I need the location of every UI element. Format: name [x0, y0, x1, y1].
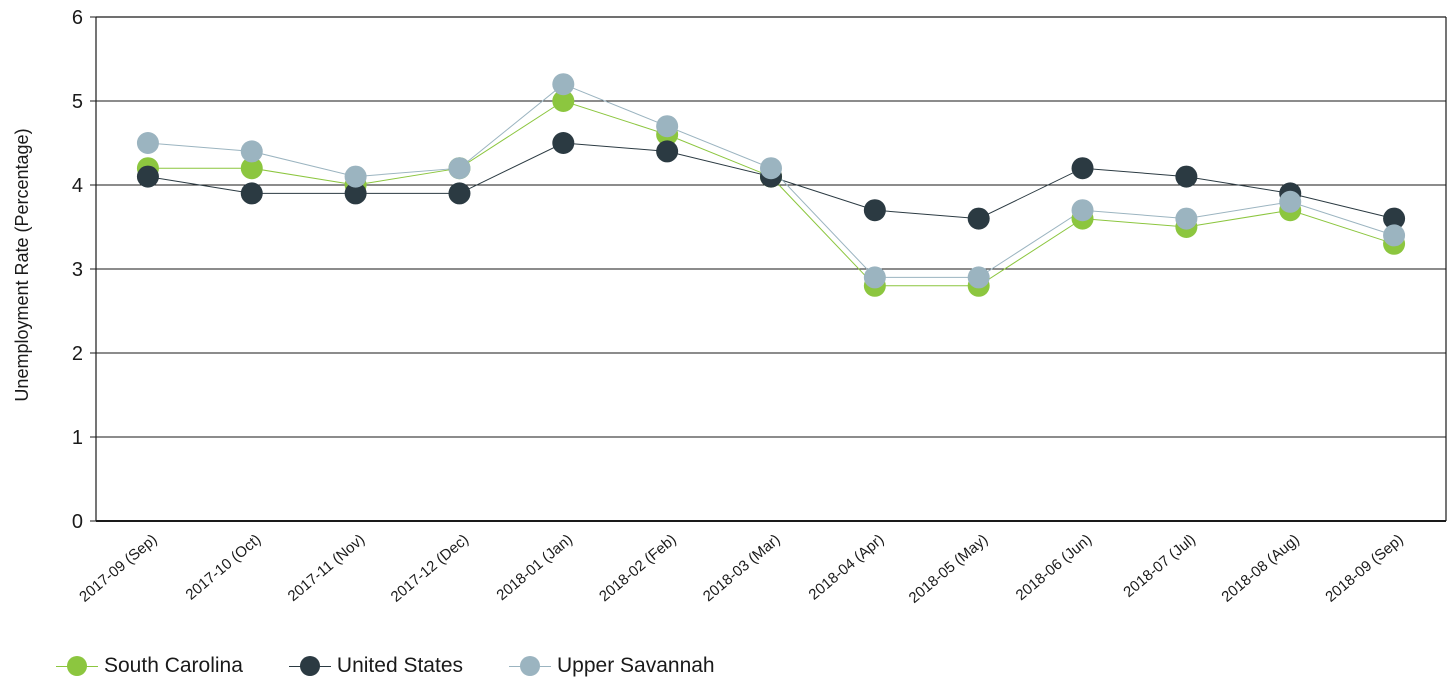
legend-marker-upper-savannah — [520, 656, 540, 676]
x-tick-label-2018-01-jan: 2018-01 (Jan) — [493, 531, 575, 604]
point-upper-savannah-2018-01-jan — [552, 73, 575, 96]
x-tick-label-2017-12-dec: 2017-12 (Dec) — [388, 531, 472, 606]
y-tick-label-1: 1 — [72, 427, 83, 449]
legend-marker-united-states — [299, 656, 320, 676]
point-united-states-2018-07-jul — [1175, 165, 1198, 188]
y-axis-label: Unemployment Rate (Percentage) — [12, 128, 32, 401]
legend-marker-south-carolina — [67, 656, 87, 676]
x-tick-labels: 2017-09 (Sep) 2017-10 (Oct) 2017-11 (Nov) 2… — [76, 531, 1407, 607]
legend: South Carolina United States Upper Savan… — [56, 652, 761, 680]
x-tick-label-2018-04-apr: 2018-04 (Apr) — [806, 531, 888, 604]
point-upper-savannah-2017-11-nov — [344, 165, 367, 188]
point-upper-savannah-2017-09-sep — [136, 132, 159, 154]
point-south-carolina-2018-01-jan — [552, 90, 575, 112]
x-tick-label-2018-07-jul: 2018-07 (Jul) — [1120, 531, 1199, 601]
y-tick-label-2: 2 — [72, 343, 83, 365]
x-tick-label-2018-02-feb: 2018-02 (Feb) — [596, 531, 680, 605]
x-tick-label-2017-11-nov: 2017-11 (Nov) — [285, 531, 369, 605]
x-tick-label-2017-10-oct: 2017-10 (Oct) — [183, 531, 265, 604]
y-tick-label-0: 0 — [72, 511, 83, 533]
point-united-states-2018-02-feb — [656, 140, 679, 163]
legend-swatch-south-carolina — [56, 654, 98, 678]
x-tick-label-2018-05-may: 2018-05 (May) — [906, 531, 992, 607]
point-united-states-2018-06-jun — [1071, 157, 1094, 180]
gridlines — [90, 16, 1446, 522]
legend-label-south-carolina: South Carolina — [104, 654, 243, 677]
point-united-states-2017-10-oct — [240, 182, 263, 205]
series-layer — [136, 73, 1406, 297]
point-upper-savannah-2018-03-mar — [760, 157, 782, 180]
point-united-states-2017-09-sep — [136, 165, 159, 188]
point-upper-savannah-2018-09-sep — [1383, 224, 1406, 247]
x-tick-label-2018-09-sep: 2018-09 (Sep) — [1322, 531, 1406, 606]
x-tick-label-2017-09-sep: 2017-09 (Sep) — [76, 531, 160, 606]
point-upper-savannah-2018-05-may — [967, 266, 990, 289]
axes — [95, 16, 1447, 522]
point-south-carolina-2017-10-oct — [240, 157, 263, 180]
y-tick-label-6: 6 — [72, 7, 83, 29]
point-upper-savannah-2018-02-feb — [656, 115, 679, 138]
point-upper-savannah-2017-12-dec — [448, 157, 471, 180]
line-chart: 0 1 2 3 4 5 6 2017-09 (Sep) 2017-10 (Oct) 2017-1… — [12, 7, 1447, 607]
y-tick-labels: 0 1 2 3 4 5 6 — [72, 7, 83, 533]
point-united-states-2017-11-nov — [344, 182, 367, 205]
legend-item-upper-savannah: Upper Savannah — [509, 654, 715, 678]
y-tick-label-3: 3 — [72, 259, 83, 281]
point-upper-savannah-2018-04-apr — [863, 266, 886, 289]
point-upper-savannah-2018-06-jun — [1071, 199, 1094, 222]
point-united-states-2018-04-apr — [863, 199, 886, 222]
x-tick-label-2018-08-aug: 2018-08 (Aug) — [1218, 531, 1302, 606]
point-united-states-2018-01-jan — [552, 132, 575, 154]
point-united-states-2017-12-dec — [448, 182, 471, 205]
legend-label-united-states: United States — [336, 654, 463, 677]
y-tick-label-5: 5 — [72, 91, 83, 113]
y-tick-label-4: 4 — [72, 175, 83, 197]
point-upper-savannah-2018-07-jul — [1175, 207, 1198, 230]
legend-item-south-carolina: South Carolina — [56, 654, 243, 678]
x-tick-label-2018-06-jun: 2018-06 (Jun) — [1013, 531, 1095, 604]
point-united-states-2018-09-sep — [1383, 207, 1406, 230]
point-upper-savannah-2017-10-oct — [240, 140, 263, 163]
x-tick-label-2018-03-mar: 2018-03 (Mar) — [700, 531, 784, 605]
point-united-states-2018-05-may — [967, 207, 990, 230]
point-upper-savannah-2018-08-aug — [1279, 190, 1302, 213]
legend-label-upper-savannah: Upper Savannah — [557, 654, 715, 677]
legend-swatch-upper-savannah — [509, 654, 551, 678]
legend-swatch-united-states — [288, 654, 331, 678]
legend-item-united-states: United States — [288, 654, 463, 678]
